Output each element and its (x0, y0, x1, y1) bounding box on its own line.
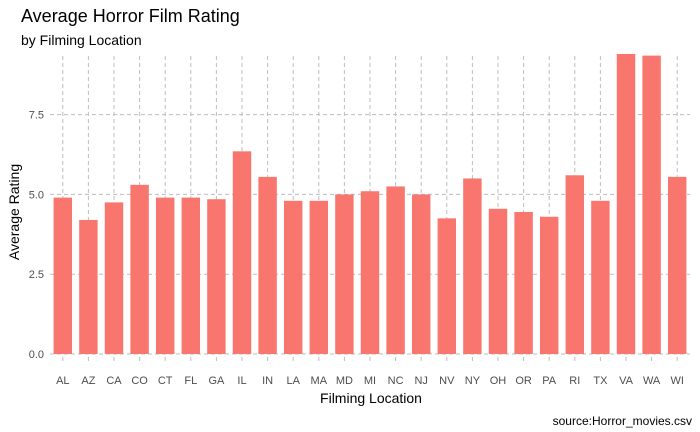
bar-wi (667, 176, 687, 354)
y-axis-title: Average Rating (6, 164, 22, 260)
x-tick-label: NC (388, 375, 404, 387)
x-axis: AL AZ CA CO CT FL GA IL IN LA MA MD MI NC NJ NV NY OH OR PA… (56, 375, 684, 387)
bar-ma (309, 200, 329, 354)
y-axis: 0.0 2.5 5.0 7.5 (29, 110, 44, 361)
x-tick-label: NY (465, 375, 481, 387)
x-tick-label: RI (569, 375, 580, 387)
bar-in (258, 176, 277, 354)
bars (53, 54, 687, 355)
x-tick-label: OR (515, 375, 532, 387)
bar-wa (642, 55, 661, 355)
bar-la (283, 200, 303, 354)
x-tick-label: CT (158, 375, 173, 387)
y-tick-label: 5.0 (29, 189, 44, 201)
bar-fl (181, 197, 201, 354)
chart-title: Average Horror Film Rating (21, 6, 240, 26)
bar-ca (104, 202, 124, 354)
bar-ri (565, 175, 585, 354)
chart-subtitle: by Filming Location (21, 32, 142, 48)
x-tick-label: IN (262, 375, 273, 387)
bar-pa (539, 216, 559, 354)
x-tick-label: MI (364, 375, 376, 387)
bar-ct (155, 197, 175, 354)
bar-md (335, 194, 354, 354)
bar-nj (411, 194, 431, 354)
bar-va (616, 54, 636, 354)
x-axis-title: Filming Location (320, 390, 422, 406)
bar-ga (207, 199, 226, 354)
x-tick-label: MA (311, 375, 328, 387)
x-tick-label: GA (208, 375, 225, 387)
bar-tx (591, 200, 610, 354)
x-tick-label: TX (593, 375, 608, 387)
x-tick-label: NJ (414, 375, 427, 387)
x-tick-label: IL (237, 375, 246, 387)
x-tick-label: MD (336, 375, 353, 387)
bar-nv (437, 218, 457, 354)
y-tick-label: 2.5 (29, 269, 44, 281)
bar-ny (463, 178, 482, 354)
y-tick-label: 0.0 (29, 349, 44, 361)
x-tick-label: VA (619, 375, 634, 387)
bar-il (232, 151, 252, 354)
x-tick-label: CO (131, 375, 148, 387)
bar-az (79, 219, 98, 354)
x-tick-label: FL (184, 375, 197, 387)
bar-oh (488, 208, 508, 354)
chart-caption: source:Horror_movies.csv (552, 414, 692, 428)
x-tick-label: AZ (81, 375, 95, 387)
y-tick-label: 7.5 (29, 110, 44, 122)
x-tick-label: PA (542, 375, 557, 387)
x-tick-label: WA (643, 375, 661, 387)
bar-or (514, 211, 533, 354)
bar-mi (360, 191, 380, 354)
bar-nc (386, 186, 405, 354)
x-tick-label: LA (286, 375, 300, 387)
bar-co (130, 184, 149, 354)
x-tick-label: NV (439, 375, 455, 387)
x-tick-label: CA (106, 375, 122, 387)
x-tick-label: AL (56, 375, 69, 387)
x-tick-label: WI (670, 375, 683, 387)
x-tick-label: OH (490, 375, 507, 387)
bar-al (53, 197, 73, 354)
